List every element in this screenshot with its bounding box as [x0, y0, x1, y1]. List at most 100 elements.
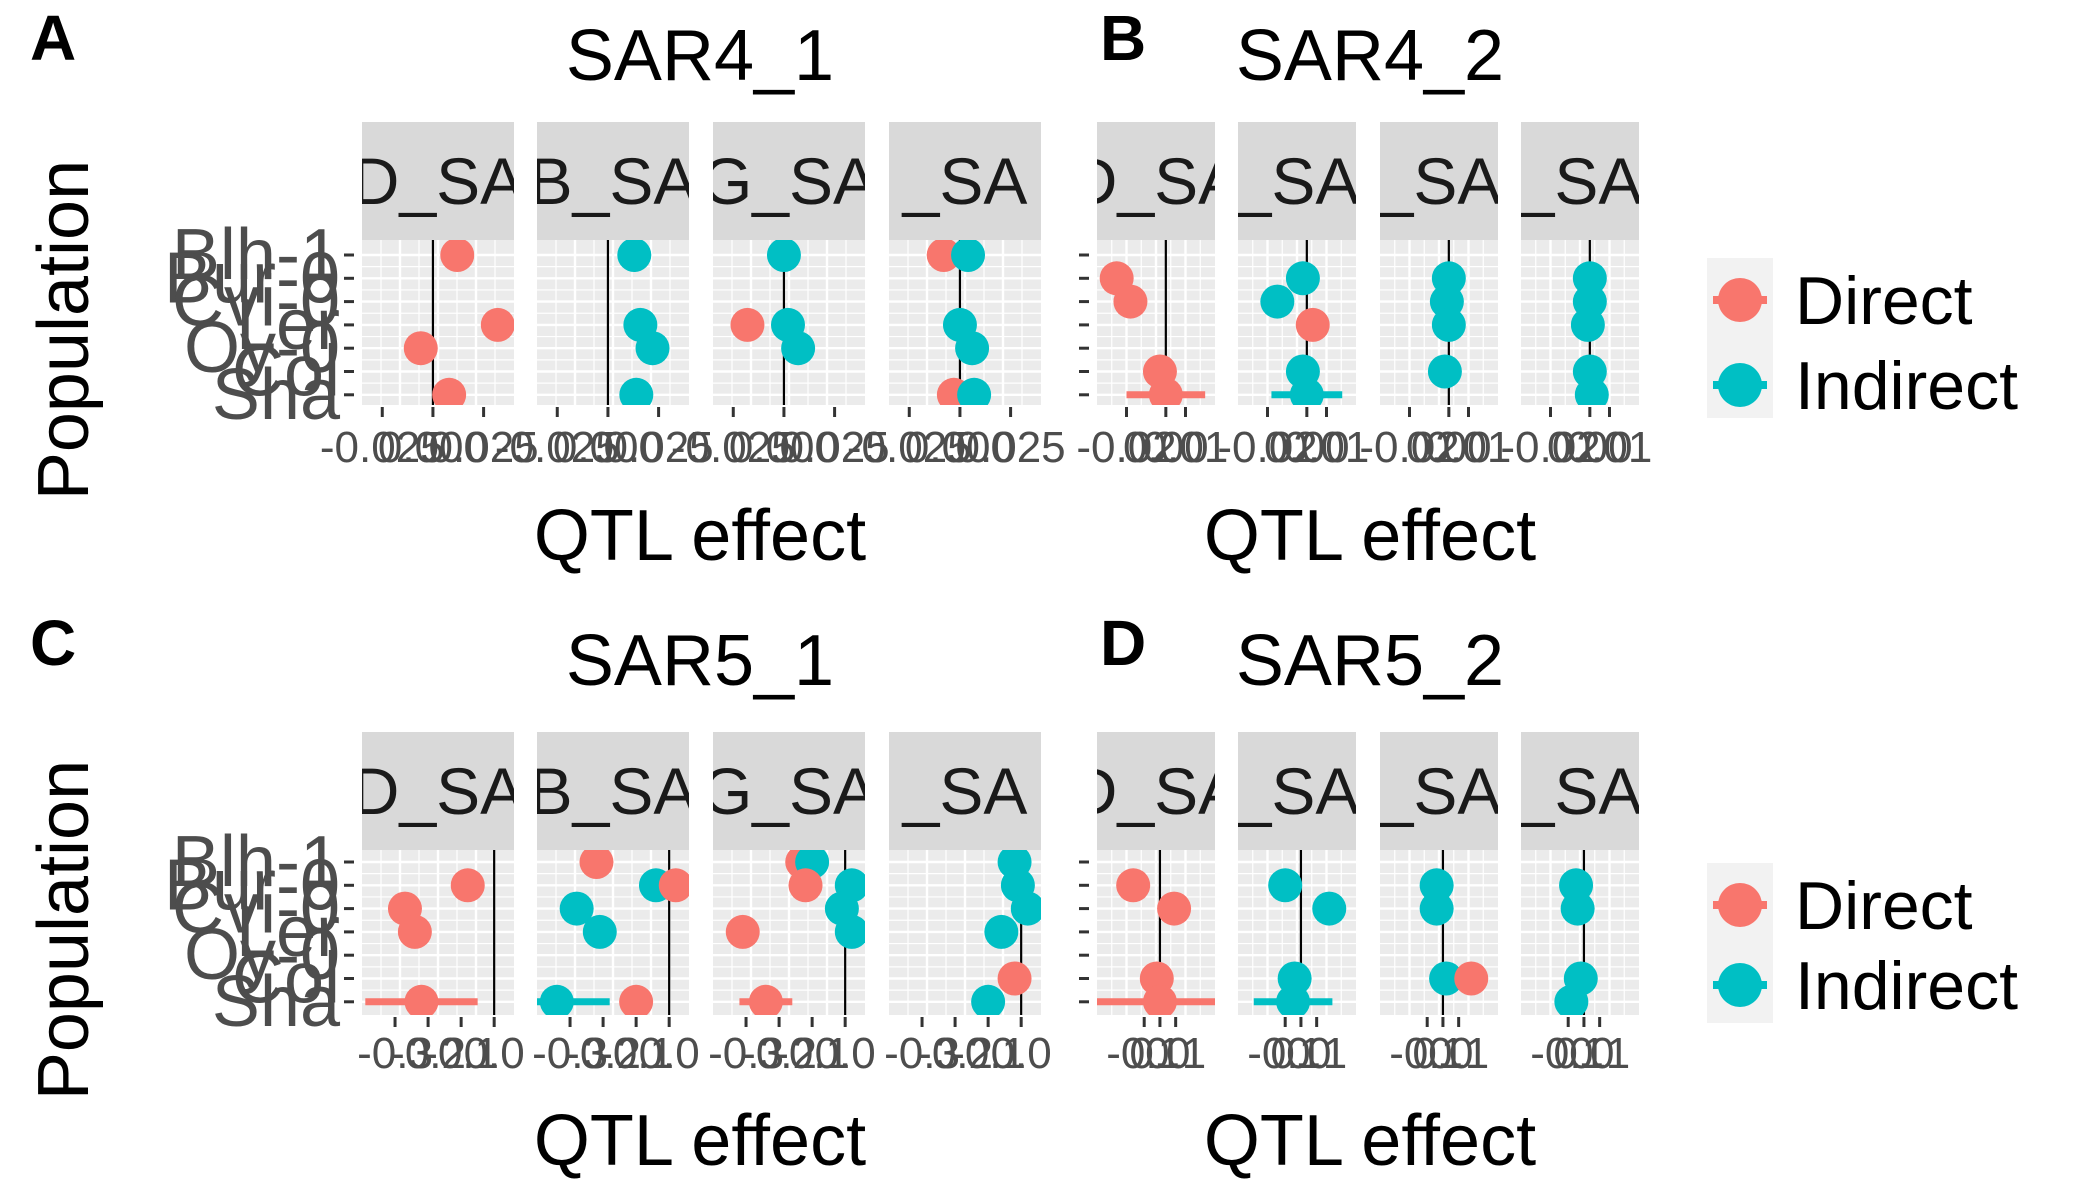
- facet-strip-label: D_SA: [352, 754, 524, 828]
- x-tick-label: 0.00: [1406, 423, 1492, 472]
- y-tick-label: Sha: [212, 962, 341, 1042]
- legend-key-direct: [1718, 883, 1762, 927]
- data-point-indirect: [781, 331, 816, 366]
- data-point-indirect: [1289, 377, 1324, 405]
- x-axis-title: QTL effect: [534, 496, 866, 576]
- data-point-indirect: [582, 914, 617, 949]
- x-tick-label: -0.2: [917, 1029, 993, 1078]
- x-tick-label: -0.025: [320, 423, 445, 472]
- facet-strip-label: B_SA: [529, 754, 698, 828]
- data-point-indirect: [1419, 891, 1454, 926]
- facet-strip-label: _SA: [1234, 754, 1360, 828]
- x-tick-label: 0.0: [1270, 1029, 1331, 1078]
- x-tick-label: -0.1: [598, 1029, 674, 1078]
- facet-strip-label: _SA: [1376, 144, 1502, 218]
- facet: G_SA -0.3-0.2-0.10.0: [708, 732, 876, 1078]
- y-axis-title: Population: [24, 760, 104, 1100]
- data-point-indirect: [1260, 284, 1295, 319]
- x-tick-label: 0.000: [729, 423, 839, 472]
- x-tick-label: 0.0: [1129, 1029, 1190, 1078]
- data-point-indirect: [1427, 354, 1462, 389]
- data-point-indirect: [1572, 261, 1607, 296]
- data-point-direct: [730, 307, 765, 342]
- facet-strip-label: G_SA: [701, 144, 877, 218]
- x-tick-label: -0.1: [423, 1029, 499, 1078]
- data-point-indirect: [539, 984, 574, 1015]
- facet-strip-label: D_SA: [1070, 144, 1242, 218]
- data-point-direct: [440, 240, 475, 272]
- x-tick-label: 0.1: [1145, 1029, 1206, 1078]
- x-tick-label: -0.2: [390, 1029, 466, 1078]
- data-point-direct: [1142, 984, 1177, 1015]
- facet-strip: [1097, 122, 1215, 240]
- x-tick-label: 0.01: [1284, 423, 1370, 472]
- data-point-direct: [579, 850, 614, 879]
- x-tick-label: 0.025: [604, 423, 714, 472]
- facet-strip-label: D_SA: [1070, 754, 1242, 828]
- data-point-indirect: [619, 377, 654, 405]
- facet-strip: [1097, 732, 1215, 850]
- y-tick-label: Ler: [236, 285, 340, 365]
- data-point-indirect: [951, 240, 986, 272]
- data-point-indirect: [1419, 868, 1454, 903]
- facet: D_SA -0.10.00.1: [1070, 732, 1242, 1078]
- facet: D_SA -0.3-0.2-0.10.0: [352, 732, 525, 1078]
- x-tick-label: -0.02: [1217, 423, 1317, 472]
- y-tick-label: Blh-1: [172, 822, 340, 902]
- data-point-direct: [397, 914, 432, 949]
- x-tick-label: -0.3: [357, 1029, 433, 1078]
- data-point-indirect: [1312, 891, 1347, 926]
- data-point-direct: [404, 984, 439, 1015]
- panel-title: SAR4_2: [1236, 16, 1504, 96]
- data-point-direct: [480, 307, 514, 342]
- y-tick-label: Bur-0: [164, 238, 340, 318]
- x-tick-label: -0.3: [532, 1029, 608, 1078]
- x-tick-label: 0.0: [464, 1029, 525, 1078]
- data-point-indirect: [1431, 307, 1466, 342]
- legend-key-indirect: [1718, 963, 1762, 1007]
- facet-strip: [362, 732, 514, 850]
- legend-key-direct: [1718, 278, 1762, 322]
- panel-c: C SAR5_1 QTL effect Population Blh-1Bur-0Cvi…: [24, 607, 1052, 1181]
- data-point-indirect: [834, 914, 865, 949]
- x-tick-label: -0.2: [565, 1029, 641, 1078]
- facet-strip: [889, 732, 1041, 850]
- x-tick-label: 0.0: [1412, 1029, 1473, 1078]
- x-tick-label: 0.01: [1426, 423, 1512, 472]
- y-tick-label: Oy-0: [184, 915, 340, 995]
- facet-strip-label: _SA: [902, 144, 1028, 218]
- facet-strip: [1380, 732, 1498, 850]
- facet-strip: [537, 732, 689, 850]
- x-tick-label: 0.01: [1143, 423, 1229, 472]
- data-point-indirect: [559, 891, 594, 926]
- facet: B_SA -0.3-0.2-0.10.0: [529, 732, 700, 1078]
- facet: _SA -0.10.00.1: [1380, 732, 1498, 1078]
- x-tick-label: -0.025: [847, 423, 972, 472]
- data-point-direct: [1113, 284, 1148, 319]
- facet-strip: [1521, 122, 1639, 240]
- x-axis-title: QTL effect: [1204, 1101, 1536, 1181]
- x-tick-label: 0.0: [1553, 1029, 1614, 1078]
- facet: _SA -0.020.000.01: [1500, 122, 1652, 472]
- x-tick-label: 0.0: [991, 1029, 1052, 1078]
- data-point-indirect: [984, 914, 1019, 949]
- facet: _SA -0.020.000.01: [1217, 122, 1369, 472]
- data-point-indirect: [1268, 868, 1303, 903]
- x-tick-label: 0.00: [1264, 423, 1350, 472]
- data-point-direct: [450, 868, 485, 903]
- legend-key-indirect: [1718, 363, 1762, 407]
- facet-strip-label: _SA: [1517, 144, 1643, 218]
- data-point-indirect: [1429, 961, 1464, 996]
- x-tick-label: -0.025: [671, 423, 796, 472]
- data-point-indirect: [1010, 891, 1041, 926]
- data-point-direct: [788, 868, 823, 903]
- x-tick-label: 0.000: [378, 423, 488, 472]
- facet-strip-label: _SA: [902, 754, 1028, 828]
- facet-strip: [362, 122, 514, 240]
